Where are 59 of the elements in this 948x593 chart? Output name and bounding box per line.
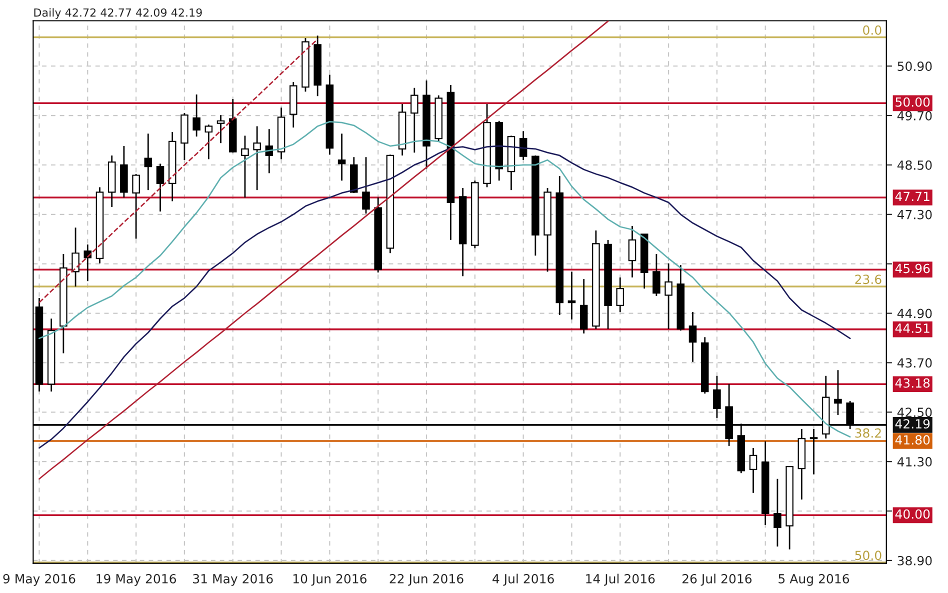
y-tick-label: 42.50 [897,408,932,418]
candlestick [616,276,624,313]
candlestick [362,156,370,214]
candlestick [519,130,528,161]
candlestick [834,369,842,416]
candlestick [664,262,672,330]
y-tick-label: 44.90 [897,308,932,318]
candlestick [204,124,213,160]
candlestick [846,400,854,430]
x-tick-label: 4 Jul 2016 [492,574,554,586]
y-tick-label: 49.70 [897,110,932,120]
candlestick [338,132,346,182]
y-tick-label: 41.30 [897,457,932,467]
candlestick [774,478,782,548]
candlestick [580,278,588,334]
x-tick-label: 9 May 2016 [3,574,76,586]
annotation: 23.6 [855,274,882,284]
ref-line-label: 41.80 [895,435,930,445]
y-tick-label: 48.50 [897,160,932,170]
ref-line-label: 42.19 [895,419,930,429]
candlestick [688,311,697,363]
ref-line-label: 47.71 [895,192,930,201]
ref-line-label: 43.18 [895,378,930,388]
annotation: 50.0 [855,550,882,560]
x-tick-label: 31 May 2016 [193,574,273,586]
candlestick [810,428,818,476]
candlestick [132,173,140,240]
candlestick [568,270,576,320]
ref-line-label: 45.96 [895,264,930,274]
candlestick [72,226,80,288]
x-tick-label: 22 Jun 2016 [390,574,464,586]
candlestick [749,447,758,494]
candlestick [192,94,200,138]
ref-line-label: 50.00 [896,97,930,107]
ref-line-label: 44.51 [895,324,930,333]
chart-title: Daily 42.72 42.77 42.09 42.19 [34,8,202,19]
line-series [38,20,609,480]
annotation: 0.0 [863,25,882,35]
y-tick-label: 38.90 [898,556,932,566]
candlestick [628,225,636,278]
x-tick-label: 10 Jun 2016 [293,574,366,586]
x-tick-label: 5 Aug 2016 [778,574,850,586]
annotation: 38.2 [855,428,881,438]
y-tick-label: 47.30 [897,210,932,220]
candlestick [144,132,152,191]
candlestick [241,135,249,198]
y-tick-label: 43.70 [897,358,932,368]
x-tick-label: 19 May 2016 [96,574,176,586]
candlestick [410,87,418,154]
candlestick [216,114,225,144]
x-tick-label: 14 Jul 2016 [586,574,655,586]
candlestick [253,126,261,191]
y-tick-label: 50.90 [898,62,932,71]
line-series [38,38,318,304]
candlestick [652,253,660,297]
ref-line-label: 40.00 [895,509,930,519]
candlestick [713,375,721,419]
candlestick [156,163,164,212]
x-tick-label: 26 Jul 2016 [682,574,752,586]
